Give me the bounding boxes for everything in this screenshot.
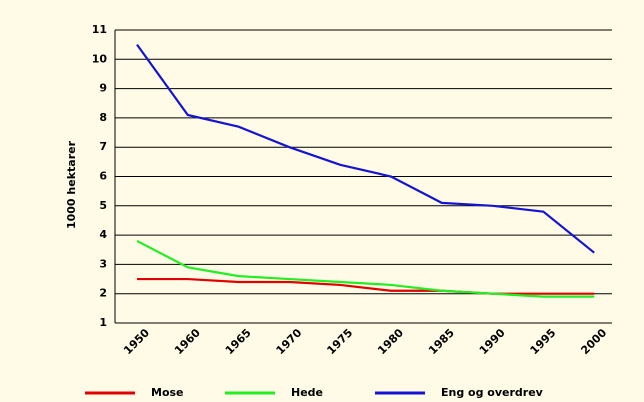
y-tick-label: 2 (99, 287, 107, 300)
y-tick-label: 6 (99, 170, 107, 183)
x-tick-label: 1995 (528, 326, 559, 357)
legend-label: Eng og overdrev (441, 386, 544, 399)
x-tick-label: 1970 (274, 326, 305, 357)
line-series (136, 44, 595, 254)
x-tick-label: 1975 (324, 326, 355, 357)
x-tick-label: 1960 (172, 326, 203, 357)
y-tick-label: 3 (99, 257, 107, 270)
x-tick-label: 1980 (375, 326, 406, 357)
x-tick-label: 1965 (223, 326, 254, 357)
y-tick-label: 7 (99, 140, 107, 153)
line-series (137, 277, 595, 295)
y-tick-label: 10 (92, 52, 108, 65)
y-tick-label: 5 (99, 199, 107, 212)
y-tick-label: 8 (99, 111, 107, 124)
y-axis-label: 1000 hektarer (65, 140, 78, 229)
legend-label: Hede (291, 386, 323, 399)
line-series (136, 239, 595, 298)
x-tick-label: 1985 (426, 326, 457, 357)
y-tick-label: 1 (99, 316, 107, 329)
x-tick-label: 2000 (578, 326, 609, 357)
y-tick-label: 11 (92, 23, 107, 36)
x-tick-label: 1990 (477, 326, 508, 357)
y-tick-label: 4 (99, 228, 107, 241)
x-tick-label: 1950 (121, 326, 152, 357)
y-tick-label: 9 (99, 82, 107, 95)
legend-label: Mose (151, 386, 184, 399)
